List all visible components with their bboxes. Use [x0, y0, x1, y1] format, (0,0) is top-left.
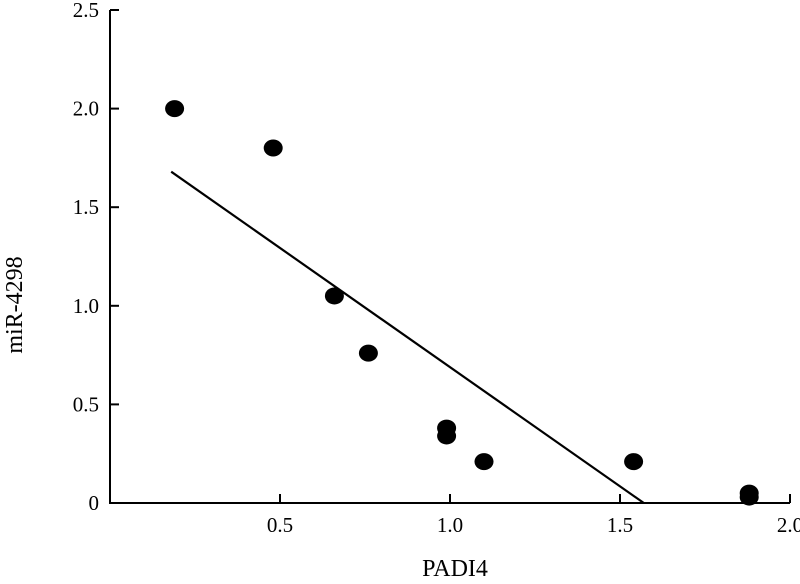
trendline — [170, 170, 645, 504]
y-tick-label: 1.0 — [73, 294, 99, 318]
x-ticks: 0.5 1.0 1.5 2.0 — [267, 494, 800, 537]
x-axis-label: PADI4 — [422, 556, 488, 582]
y-tick-label: 1.5 — [73, 195, 99, 219]
data-point — [474, 453, 494, 471]
data-point — [263, 139, 283, 157]
x-tick-label: 1.0 — [437, 513, 463, 537]
y-tick-label: 0 — [89, 491, 100, 515]
data-point — [739, 488, 759, 506]
data-points — [165, 100, 759, 506]
data-point — [437, 427, 457, 445]
data-point — [324, 287, 344, 305]
data-point — [624, 453, 644, 471]
x-tick-label: 0.5 — [267, 513, 293, 537]
trendline-group — [170, 170, 645, 504]
y-axis-label: miR-4298 — [2, 256, 28, 353]
y-tick-label: 2.0 — [73, 97, 99, 121]
y-tick-label: 0.5 — [73, 392, 99, 416]
data-point — [358, 344, 378, 362]
y-tick-label: 2.5 — [73, 0, 99, 22]
data-point — [165, 100, 185, 118]
x-tick-label: 1.5 — [607, 513, 633, 537]
y-ticks: 0 0.5 1.0 1.5 2.0 2.5 — [73, 0, 119, 515]
x-tick-label: 2.0 — [777, 513, 800, 537]
